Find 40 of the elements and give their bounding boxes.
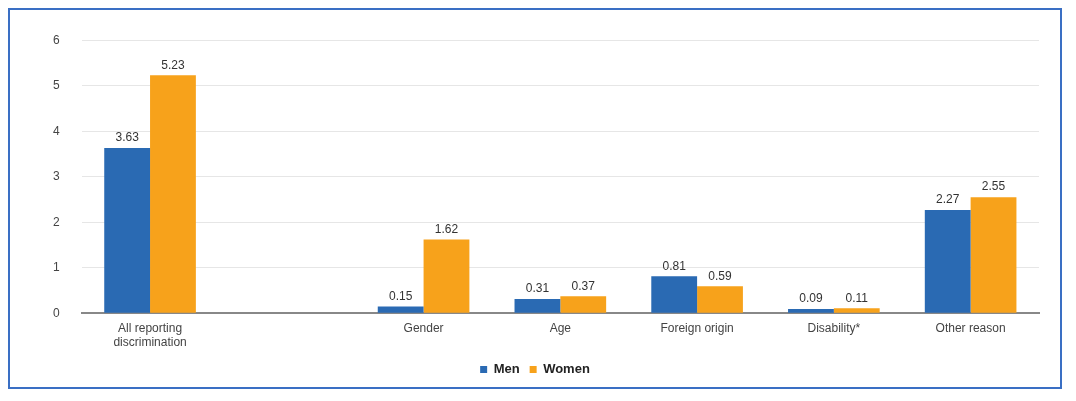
legend-label: Women: [543, 361, 590, 377]
y-tick-label: 6: [52, 32, 60, 47]
y-tick-label: 2: [52, 214, 60, 229]
y-tick-label: 5: [52, 78, 60, 93]
data-label: 0.31: [525, 281, 550, 296]
data-label: 0.11: [845, 290, 869, 305]
x-tick-label: Disability*: [807, 320, 861, 335]
data-label: 1.62: [434, 221, 459, 236]
data-label: 3.63: [115, 130, 140, 145]
data-label: 5.23: [161, 57, 185, 72]
bar: [833, 308, 880, 313]
data-label: 0.81: [662, 258, 687, 273]
bar: [788, 309, 834, 313]
data-label: 0.09: [799, 291, 823, 306]
bar: [423, 239, 470, 313]
x-tick-label: Age: [549, 320, 572, 335]
data-label: 0.37: [571, 278, 596, 293]
data-label: 0.15: [388, 288, 413, 303]
data-label: 2.55: [981, 179, 1006, 194]
frame-border: Men Women All reporting discrimination Gender Age Foreign origin Disability* Other reason 0 1 2 3 4 5 6 3.63 0.15 0.31 0.81 0.09 2.27 5.23 1.62 0.37 0.59 0.11 2.55: [8, 8, 1062, 389]
x-tick-label: Gender: [403, 320, 444, 335]
bar: [651, 276, 698, 313]
bar: [150, 75, 196, 313]
x-tick-label: Foreign origin: [660, 320, 734, 335]
x-tick-label: All reporting discrimination: [113, 320, 187, 350]
data-label: 0.59: [708, 268, 733, 283]
bar: [104, 148, 151, 313]
x-tick-label: Other reason: [935, 320, 1006, 335]
bar: [970, 197, 1017, 313]
data-label: 2.27: [936, 192, 960, 207]
y-tick-label: 4: [52, 123, 60, 138]
y-tick-label: 3: [52, 169, 60, 184]
bar: [560, 296, 607, 313]
y-tick-label: 1: [52, 260, 60, 275]
bar: [924, 209, 971, 313]
bar: [697, 286, 743, 313]
legend-label: Men: [493, 361, 520, 377]
bar: [377, 306, 424, 313]
bar: [514, 299, 561, 313]
y-tick-label: 0: [52, 305, 60, 320]
